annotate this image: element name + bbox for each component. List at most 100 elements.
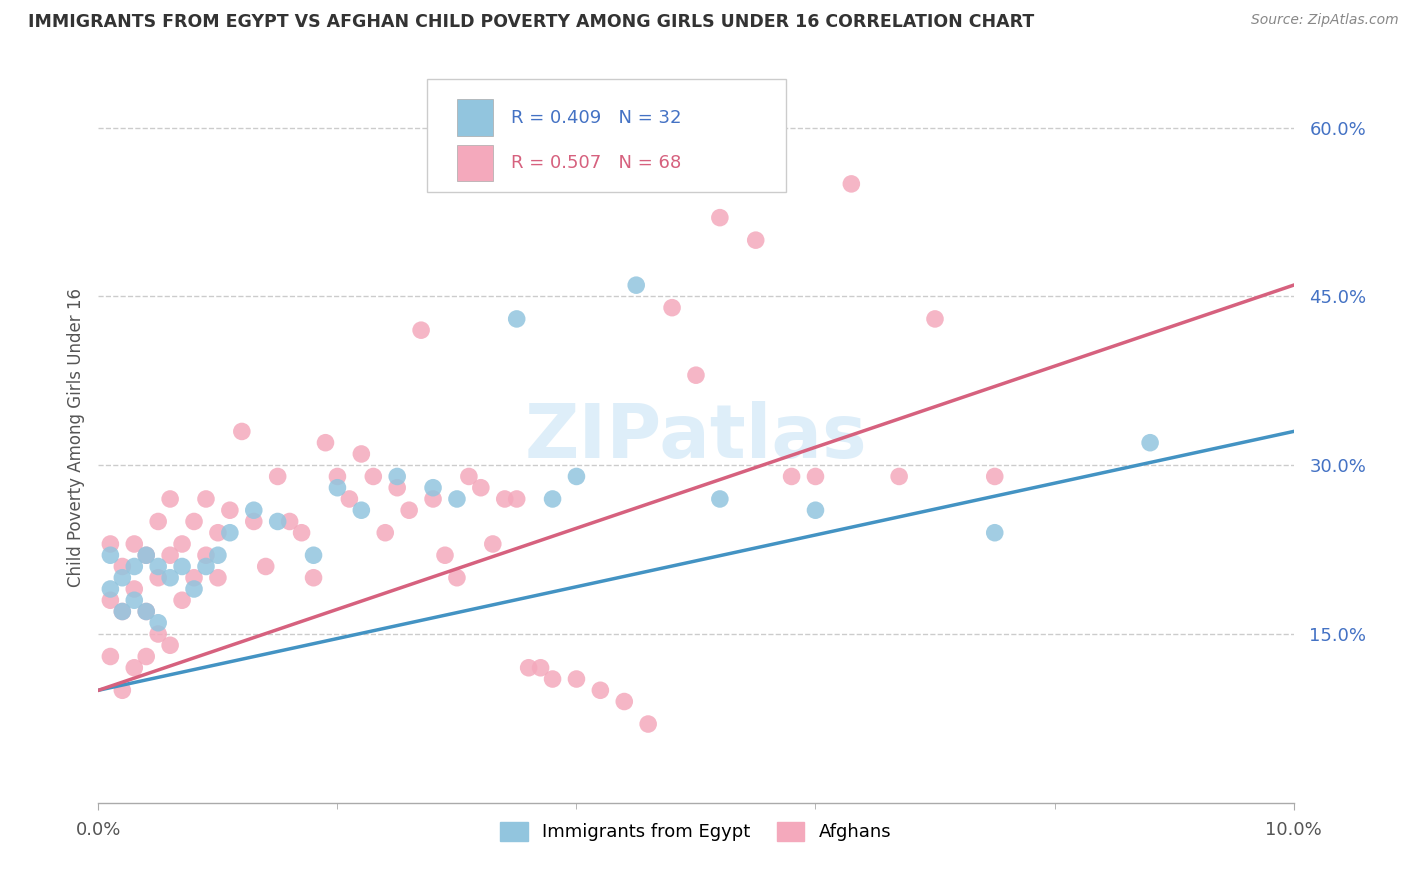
Point (924, 312, 946, 326)
Legend: Immigrants from Egypt, Afghans: Immigrants from Egypt, Afghans (494, 814, 898, 848)
Point (219, 503, 242, 517)
Point (219, 525, 242, 540)
Point (565, 469, 588, 483)
Point (183, 571, 205, 585)
Point (350, 447, 373, 461)
Point (780, 469, 803, 483)
Point (350, 503, 373, 517)
Point (278, 515, 301, 529)
Point (302, 548, 325, 562)
Point (411, 323, 433, 337)
Point (207, 571, 229, 585)
Point (470, 481, 492, 495)
Point (148, 615, 170, 630)
Point (159, 638, 181, 652)
Point (243, 515, 266, 529)
Text: ZIPatlas: ZIPatlas (524, 401, 868, 474)
Point (339, 491, 361, 506)
Point (98, 582, 122, 596)
Point (135, 548, 157, 562)
Point (482, 537, 505, 551)
Point (135, 605, 157, 619)
Point (302, 571, 325, 585)
Point (98, 548, 122, 562)
FancyBboxPatch shape (457, 99, 494, 136)
Point (111, 605, 134, 619)
Point (148, 571, 170, 585)
Text: IMMIGRANTS FROM EGYPT VS AFGHAN CHILD POVERTY AMONG GIRLS UNDER 16 CORRELATION C: IMMIGRANTS FROM EGYPT VS AFGHAN CHILD PO… (28, 13, 1035, 31)
Point (124, 582, 146, 596)
Point (494, 491, 516, 506)
Point (446, 491, 468, 506)
Point (506, 491, 529, 506)
Point (385, 481, 409, 495)
FancyBboxPatch shape (427, 78, 786, 192)
Point (98, 649, 122, 664)
Point (841, 177, 863, 191)
Point (135, 605, 157, 619)
Point (124, 661, 146, 675)
Point (398, 503, 420, 517)
Point (326, 469, 349, 483)
Point (326, 481, 349, 495)
Point (637, 717, 659, 731)
Point (613, 694, 636, 708)
Point (124, 537, 146, 551)
Point (159, 548, 181, 562)
Point (98, 593, 122, 607)
Point (626, 278, 648, 293)
Point (98, 537, 122, 551)
Point (363, 469, 385, 483)
Point (195, 548, 218, 562)
Point (111, 605, 134, 619)
Point (159, 491, 181, 506)
Point (541, 672, 564, 686)
Point (1139, 435, 1161, 450)
Point (148, 627, 170, 641)
Point (231, 425, 253, 439)
Point (506, 312, 529, 326)
Point (148, 515, 170, 529)
Point (661, 301, 683, 315)
Point (530, 661, 553, 675)
Point (267, 469, 290, 483)
Point (111, 683, 134, 698)
Point (135, 548, 157, 562)
Point (124, 593, 146, 607)
Point (517, 661, 540, 675)
Point (589, 683, 612, 698)
Text: R = 0.507   N = 68: R = 0.507 N = 68 (510, 154, 681, 172)
Point (111, 559, 134, 574)
Point (267, 515, 290, 529)
Point (422, 491, 444, 506)
Point (124, 559, 146, 574)
Point (709, 211, 731, 225)
Point (195, 491, 218, 506)
Point (565, 672, 588, 686)
Point (195, 559, 218, 574)
Point (541, 491, 564, 506)
Point (135, 649, 157, 664)
Point (984, 469, 1007, 483)
Point (159, 571, 181, 585)
Point (111, 571, 134, 585)
Point (243, 503, 266, 517)
Point (889, 469, 911, 483)
Point (446, 571, 468, 585)
Point (709, 491, 731, 506)
Text: R = 0.409   N = 32: R = 0.409 N = 32 (510, 109, 682, 127)
Y-axis label: Child Poverty Among Girls Under 16: Child Poverty Among Girls Under 16 (66, 287, 84, 587)
Point (254, 559, 277, 574)
Point (183, 582, 205, 596)
Point (745, 233, 768, 247)
Point (685, 368, 707, 383)
Point (207, 548, 229, 562)
Point (385, 469, 409, 483)
Text: Source: ZipAtlas.com: Source: ZipAtlas.com (1251, 13, 1399, 28)
Point (422, 481, 444, 495)
Point (374, 525, 396, 540)
FancyBboxPatch shape (457, 145, 494, 181)
Point (183, 515, 205, 529)
Point (804, 503, 827, 517)
Point (172, 593, 194, 607)
